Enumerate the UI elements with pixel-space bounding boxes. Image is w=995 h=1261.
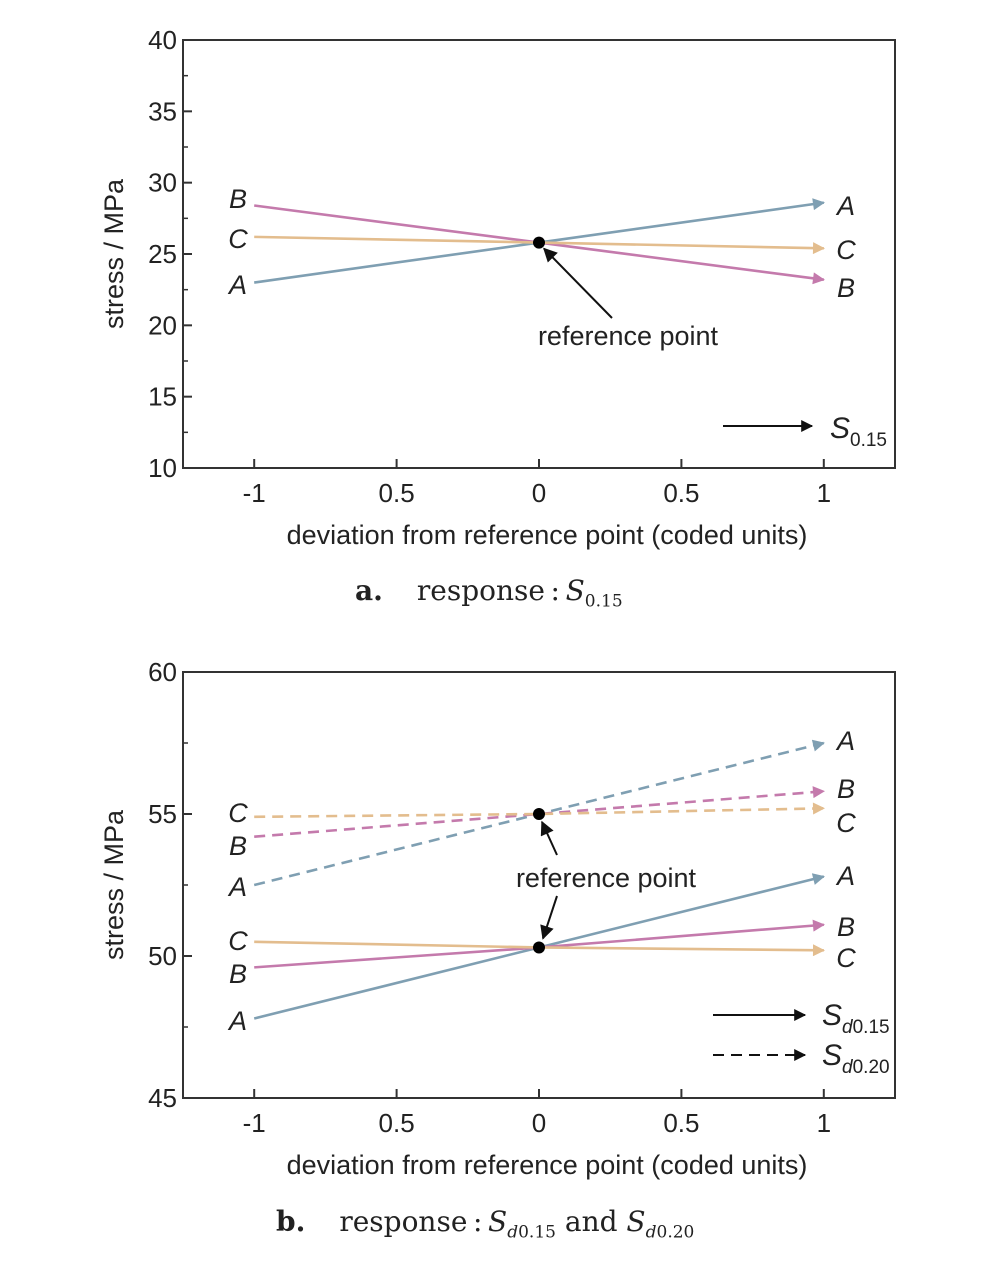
y-tick-label: 40 — [148, 25, 177, 55]
y-tick-label: 25 — [148, 239, 177, 269]
reference-point-marker-lower — [533, 941, 545, 954]
series-label-left-c: C — [228, 224, 248, 254]
caption-b-symbol-2: S — [626, 1205, 646, 1238]
caption-b-joiner: and — [555, 1205, 627, 1238]
series-label-right-b: B — [837, 273, 855, 303]
caption-b-subscript-2-num: 0.20 — [656, 1222, 695, 1243]
legend-label-sub: 0.15 — [850, 430, 887, 451]
caption-a-subscript: 0.15 — [584, 591, 623, 612]
legend-label-dashed: Sd0.20 — [822, 1039, 890, 1078]
series-line-c-dashed — [254, 802, 825, 819]
y-tick-label: 60 — [148, 657, 177, 687]
series-line-b-dashed — [254, 786, 825, 839]
legend-label-solid: Sd0.15 — [822, 999, 890, 1038]
y-tick-label: 55 — [148, 799, 177, 829]
series-label-left-c-dashed: C — [228, 798, 248, 828]
chart-panel-a: 10 15 20 25 30 35 40 -1 0.5 0 0.5 1 stress / MPa devi… — [0, 0, 995, 630]
y-tick-label: 45 — [148, 1083, 177, 1113]
y-axis-title: stress / MPa — [99, 178, 129, 329]
x-axis-title: deviation from reference point (coded un… — [287, 1150, 808, 1180]
caption-b-subscript-2-italic: d — [645, 1222, 657, 1243]
series-label-right-c: C — [836, 235, 856, 265]
caption-b-subscript-2: d0.20 — [646, 1223, 695, 1243]
caption-b-text: response : — [339, 1205, 489, 1238]
x-tick-label: 0.5 — [379, 478, 415, 508]
y-tick-label: 20 — [148, 310, 177, 340]
caption-a: a. response : S0.15 — [355, 574, 623, 612]
legend-label-main: S — [830, 412, 850, 445]
caption-b-symbol-1: S — [488, 1205, 508, 1238]
x-tick-label: 0 — [532, 1108, 546, 1138]
caption-b-subscript-1-num: 0.15 — [518, 1222, 556, 1243]
reference-point-label: reference point — [538, 321, 719, 351]
legend-label-sub-italic: d — [842, 1057, 854, 1078]
x-tick-label: 0.5 — [379, 1108, 415, 1138]
series-label-right-c-solid: C — [836, 943, 856, 973]
caption-b-letter: b. — [276, 1205, 306, 1238]
reference-point-marker — [533, 236, 545, 249]
caption-a-letter: a. — [355, 574, 383, 607]
x-axis-title: deviation from reference point (coded un… — [287, 520, 808, 550]
chart-b-svg: 45 50 55 60 -1 0.5 0 0.5 1 stress / MPa deviation … — [99, 657, 896, 1180]
x-tick-label: -1 — [243, 1108, 266, 1138]
x-tick-label: 1 — [817, 1108, 831, 1138]
caption-b-subscript-1: d0.15 — [507, 1223, 556, 1243]
legend-label: S0.15 — [830, 412, 887, 451]
y-tick-label: 35 — [148, 96, 177, 126]
series-label-right-b-solid: B — [837, 912, 855, 942]
x-tick-label: 0.5 — [663, 478, 699, 508]
y-tick-label: 10 — [148, 453, 177, 483]
series-label-right-a-solid: A — [835, 861, 855, 891]
series-label-right-a: A — [835, 191, 855, 221]
plot-frame — [182, 39, 896, 469]
reference-point-marker-upper — [533, 808, 545, 820]
y-tick-label: 50 — [148, 941, 177, 971]
y-axis-title: stress / MPa — [99, 809, 129, 960]
series-label-right-b-dashed: B — [837, 774, 855, 804]
x-tick-label: -1 — [243, 478, 266, 508]
legend-label-sub-italic: d — [842, 1017, 854, 1038]
caption-b: b. response : Sd0.15 and Sd0.20 — [276, 1205, 694, 1243]
legend-label-sub: 0.20 — [853, 1057, 890, 1078]
caption-a-symbol: S — [565, 574, 585, 607]
legend-label-main: S — [822, 1039, 842, 1072]
y-tick-label: 30 — [148, 168, 177, 198]
reference-pointer-arrow-lower — [540, 895, 558, 940]
caption-a-text: response : — [416, 574, 566, 607]
y-tick-label: 15 — [148, 382, 177, 412]
reference-pointer-arrow — [543, 247, 613, 319]
reference-point-label: reference point — [516, 863, 697, 893]
series-label-left-a-solid: A — [227, 1006, 247, 1036]
chart-panel-b: 45 50 55 60 -1 0.5 0 0.5 1 stress / MPa deviation … — [0, 630, 995, 1261]
x-tick-label: 0 — [532, 478, 546, 508]
series-label-left-c-solid: C — [228, 926, 248, 956]
chart-a-svg: 10 15 20 25 30 35 40 -1 0.5 0 0.5 1 stress / MPa devi… — [99, 25, 896, 550]
x-tick-label: 0.5 — [663, 1108, 699, 1138]
series-label-right-a-dashed: A — [835, 726, 855, 756]
series-label-left-b-solid: B — [229, 959, 247, 989]
series-label-right-c-dashed: C — [836, 808, 856, 838]
series-label-left-a-dashed: A — [227, 872, 247, 902]
series-label-left-b: B — [229, 184, 247, 214]
reference-pointer-arrow-upper — [540, 820, 558, 856]
series-label-left-b-dashed: B — [229, 831, 247, 861]
x-tick-label: 1 — [817, 478, 831, 508]
legend-label-main: S — [822, 999, 842, 1032]
legend-label-sub: 0.15 — [853, 1017, 890, 1038]
caption-b-subscript-1-italic: d — [507, 1222, 519, 1243]
series-label-left-a: A — [227, 270, 247, 300]
